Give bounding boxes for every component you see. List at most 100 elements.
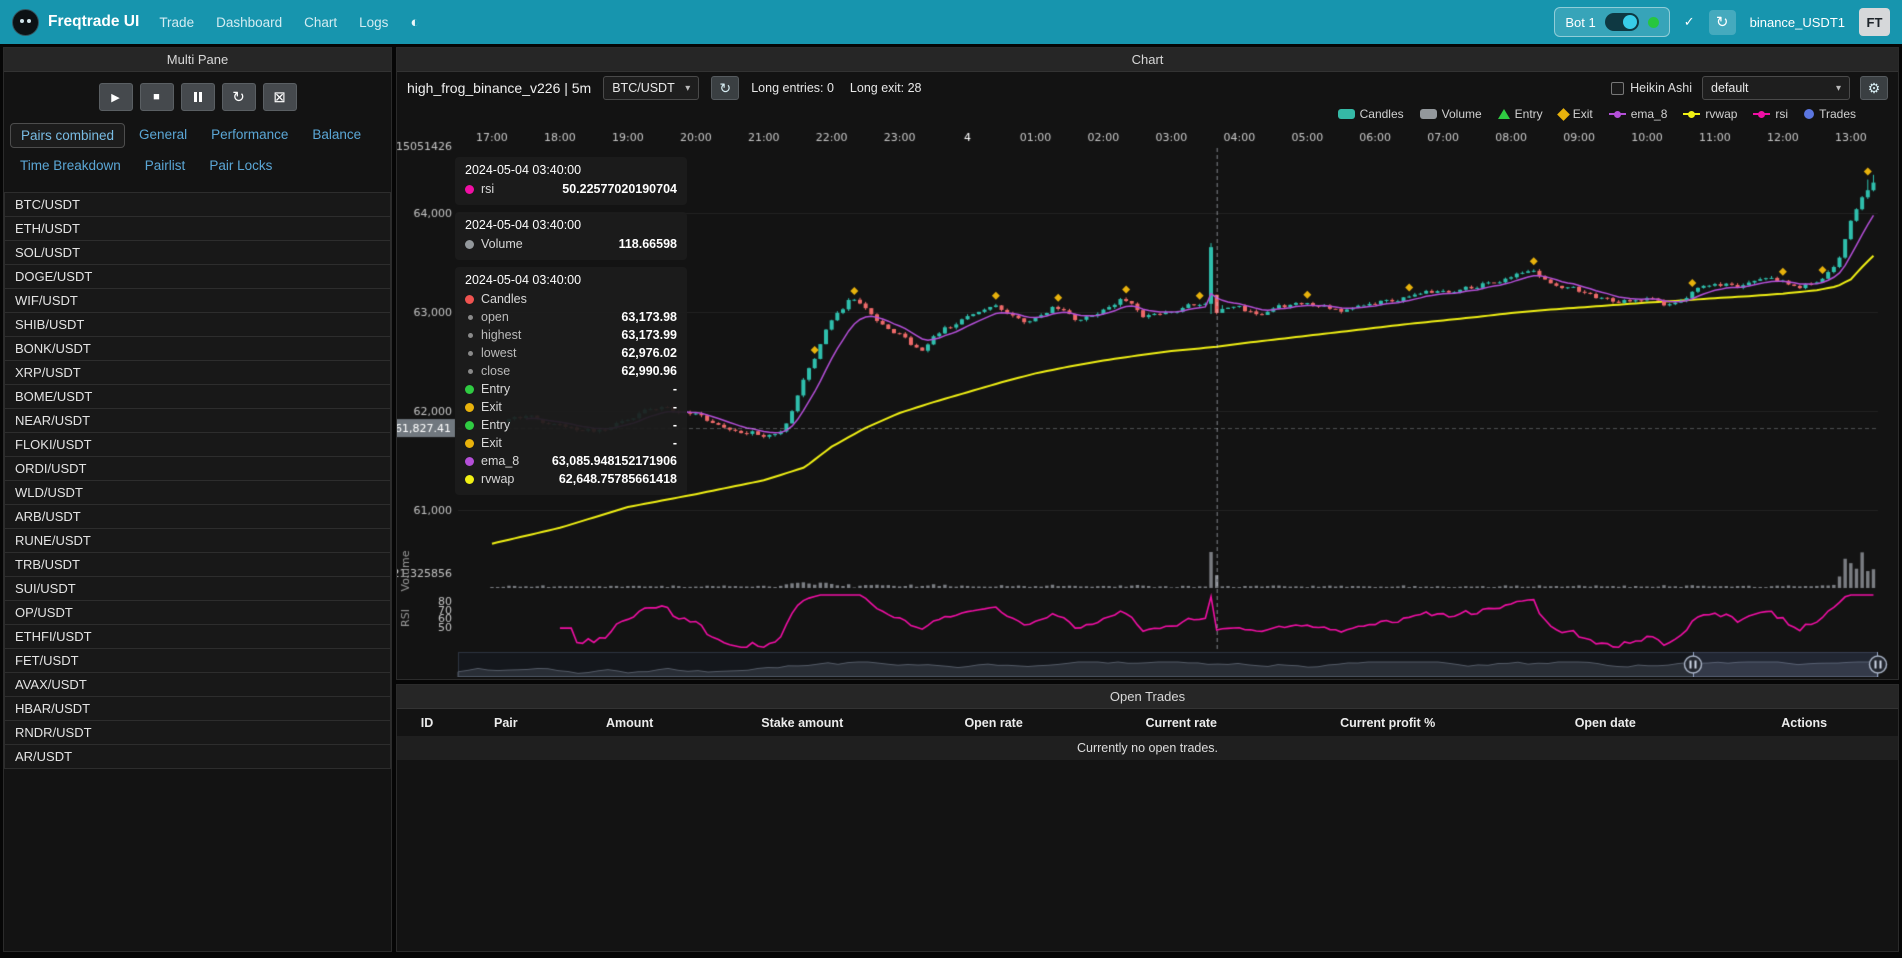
- tooltip-row: lowest 62,976.02: [465, 344, 677, 362]
- pair-row[interactable]: ARB/USDT: [4, 504, 391, 529]
- pair-row[interactable]: HBAR/USDT: [4, 696, 391, 721]
- tab-pairs-combined[interactable]: Pairs combined: [10, 123, 126, 148]
- series-dot-icon: [468, 368, 473, 374]
- tab-performance[interactable]: Performance: [211, 127, 289, 142]
- pair-row[interactable]: SHIB/USDT: [4, 312, 391, 337]
- bot-selector[interactable]: Bot 1: [1554, 7, 1670, 37]
- plot-settings-button[interactable]: ⚙: [1860, 76, 1888, 100]
- candles-marker-icon: [1337, 109, 1355, 119]
- pair-row[interactable]: BONK/USDT: [4, 336, 391, 361]
- tab-pair-locks[interactable]: Pair Locks: [209, 158, 273, 173]
- pause-bot-button[interactable]: [180, 83, 215, 111]
- pair-row[interactable]: RNDR/USDT: [4, 720, 391, 745]
- pair-row[interactable]: NEAR/USDT: [4, 408, 391, 433]
- rsi-marker-icon: [1753, 110, 1771, 118]
- legend-item-exit[interactable]: Exit: [1556, 107, 1593, 121]
- column-current-profit-: Current profit %: [1340, 715, 1436, 730]
- tooltip-row: rvwap 62,648.75785661418: [465, 470, 677, 488]
- pair-row[interactable]: ORDI/USDT: [4, 456, 391, 481]
- column-open-date: Open date: [1574, 715, 1636, 730]
- navbar-right: Bot 1 ✓ ↻ binance_USDT1 FT: [1554, 7, 1890, 37]
- tab-general[interactable]: General: [139, 127, 188, 142]
- global-refresh-button[interactable]: ↻: [1708, 9, 1736, 35]
- column-amount: Amount: [606, 715, 654, 730]
- tab-row-2: Time Breakdown Pairlist Pair Locks: [10, 154, 385, 177]
- nav-item-chart[interactable]: Chart: [304, 14, 338, 30]
- pair-row[interactable]: BOME/USDT: [4, 384, 391, 409]
- legend-item-ema_8[interactable]: ema_8: [1608, 107, 1667, 121]
- exchange-account-label: binance_USDT1: [1749, 14, 1845, 30]
- tooltip-box: 2024-05-04 03:40:00 Candles open 63,173.98 h…: [455, 267, 687, 495]
- pair-row[interactable]: WIF/USDT: [4, 288, 391, 313]
- legend-item-candles[interactable]: Candles: [1337, 107, 1404, 121]
- trades-marker-icon: [1804, 109, 1815, 119]
- pair-row[interactable]: OP/USDT: [4, 600, 391, 625]
- tooltip-row: close 62,990.96: [465, 362, 677, 380]
- stop-bot-button[interactable]: ■: [139, 83, 174, 111]
- chart-panel-header: Chart: [397, 48, 1898, 72]
- pair-row[interactable]: BTC/USDT: [4, 192, 391, 217]
- pair-row[interactable]: SUI/USDT: [4, 576, 391, 601]
- tooltip-timestamp: 2024-05-04 03:40:00: [465, 163, 582, 177]
- entry-marker-icon: [1497, 109, 1510, 119]
- tooltip-row: Entry -: [465, 416, 677, 434]
- freqtrade-logo-icon: [12, 8, 39, 36]
- user-avatar[interactable]: FT: [1859, 8, 1890, 36]
- nav-item-trade[interactable]: Trade: [159, 14, 195, 30]
- chart-area: 2024-05-04 03:40:00 rsi 50.22577020190704 2…: [397, 124, 1898, 679]
- start-bot-button[interactable]: ▶: [98, 83, 133, 111]
- series-dot-icon: [468, 350, 473, 356]
- multi-pane-header: Multi Pane: [4, 48, 391, 72]
- pair-row[interactable]: ETH/USDT: [4, 216, 391, 241]
- open-trades-panel: Open Trades ID Pair Amount Stake amount Open…: [396, 684, 1899, 952]
- pair-row[interactable]: ETHFI/USDT: [4, 624, 391, 649]
- cancel-orders-button[interactable]: ⊠: [262, 83, 297, 111]
- chevron-down-icon: ▾: [685, 82, 691, 94]
- pair-select[interactable]: BTC/USDT ▾: [603, 76, 700, 100]
- tab-time-breakdown[interactable]: Time Breakdown: [20, 158, 121, 173]
- theme-toggle-icon[interactable]: ◐: [410, 13, 420, 31]
- bot-toggle[interactable]: [1604, 13, 1639, 31]
- open-trades-table: ID Pair Amount Stake amount Open rate Current…: [397, 709, 1898, 736]
- pair-row[interactable]: DOGE/USDT: [4, 264, 391, 289]
- legend-item-volume[interactable]: Volume: [1419, 107, 1482, 121]
- pair-row[interactable]: RUNE/USDT: [4, 528, 391, 553]
- legend-item-entry[interactable]: Entry: [1497, 107, 1543, 121]
- tooltip-box: 2024-05-04 03:40:00 rsi 50.22577020190704: [455, 157, 687, 205]
- legend-item-rsi[interactable]: rsi: [1753, 107, 1788, 121]
- chevron-down-icon: ▾: [1835, 82, 1841, 94]
- pair-row[interactable]: XRP/USDT: [4, 360, 391, 385]
- pair-row[interactable]: FET/USDT: [4, 648, 391, 673]
- pair-row[interactable]: FLOKI/USDT: [4, 432, 391, 457]
- brand-title: Freqtrade UI: [48, 13, 140, 30]
- tab-balance[interactable]: Balance: [312, 127, 362, 142]
- legend-label: rsi: [1775, 107, 1789, 121]
- chart-controls: high_frog_binance_v226 | 5m BTC/USDT ▾ ↻…: [397, 72, 1898, 104]
- legend-item-rvwap[interactable]: rvwap: [1683, 107, 1737, 121]
- chart-refresh-button[interactable]: ↻: [711, 76, 740, 100]
- legend-item-trades[interactable]: Trades: [1804, 107, 1856, 121]
- nav-item-dashboard[interactable]: Dashboard: [216, 14, 283, 30]
- heikin-ashi-checkbox[interactable]: [1611, 81, 1625, 95]
- nav-links: Trade Dashboard Chart Logs: [159, 15, 388, 30]
- reload-config-button[interactable]: ↻: [221, 83, 256, 111]
- nav-item-logs[interactable]: Logs: [359, 14, 389, 30]
- legend-label: Candles: [1359, 107, 1404, 121]
- tab-row-1: Pairs combined General Performance Balance: [10, 123, 385, 148]
- legend-label: Entry: [1514, 107, 1543, 121]
- pair-row[interactable]: TRB/USDT: [4, 552, 391, 577]
- legend-label: rvwap: [1705, 107, 1738, 121]
- series-dot-icon: [465, 294, 474, 304]
- pair-row[interactable]: WLD/USDT: [4, 480, 391, 505]
- tab-pairlist[interactable]: Pairlist: [144, 158, 186, 173]
- pair-row[interactable]: SOL/USDT: [4, 240, 391, 265]
- pause-icon: [193, 92, 197, 102]
- tooltip-row: open 63,173.98: [465, 308, 677, 326]
- plot-config-value: default: [1711, 81, 1749, 95]
- pair-row[interactable]: AVAX/USDT: [4, 672, 391, 697]
- no-open-trades-row: Currently no open trades.: [397, 736, 1898, 760]
- series-dot-icon: [465, 438, 474, 448]
- plot-config-select[interactable]: default ▾: [1702, 76, 1850, 100]
- pair-row[interactable]: AR/USDT: [4, 744, 391, 769]
- legend-label: Exit: [1572, 107, 1593, 121]
